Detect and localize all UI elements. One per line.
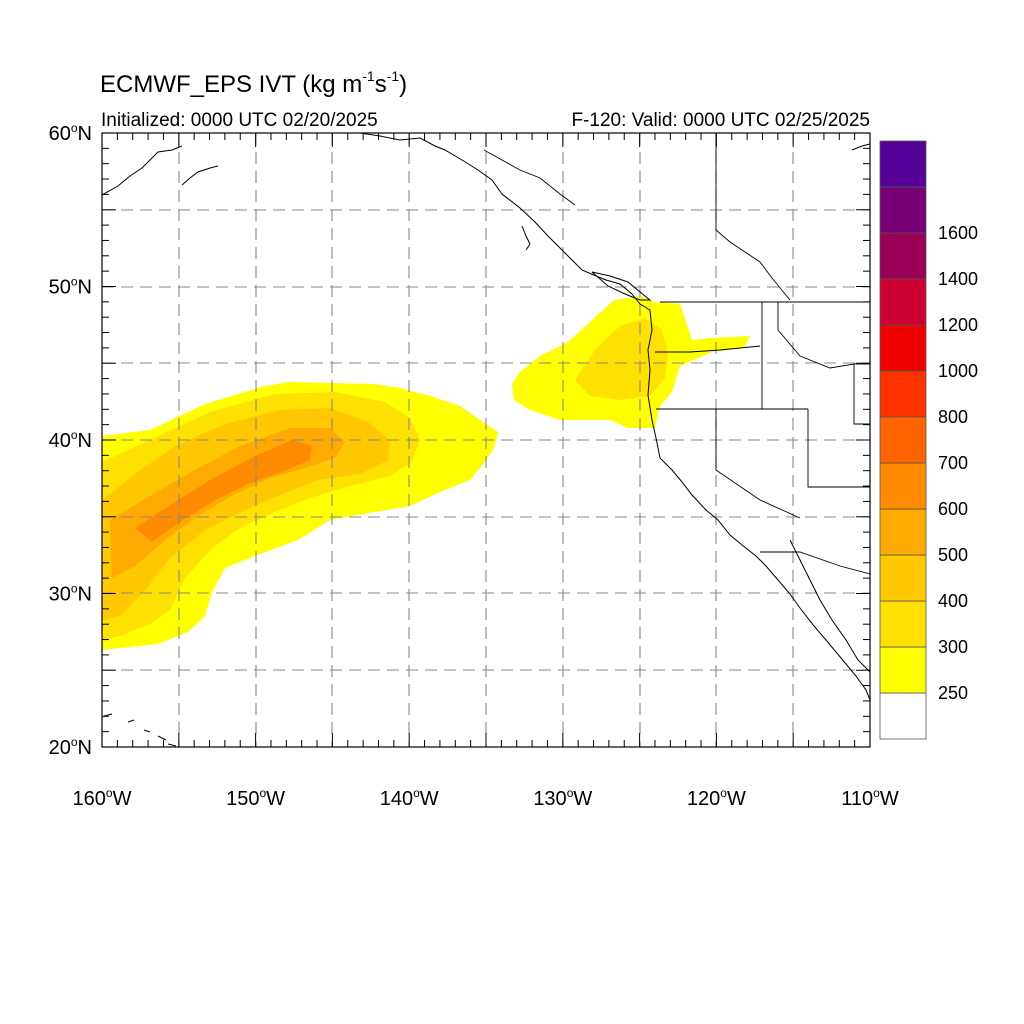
wa-or-border [655, 345, 761, 353]
nevada-border [715, 409, 801, 519]
lon-label-150: 150oW [226, 786, 285, 810]
ivt-plume-pacific [102, 382, 498, 650]
colorbar-swatch [879, 692, 927, 740]
lon-label-140: 140oW [380, 786, 439, 810]
colorbar-label-400: 400 [938, 591, 968, 611]
alaska-islands [181, 165, 219, 186]
coastlines [102, 133, 870, 747]
lon-label-120: 120oW [687, 786, 746, 810]
alaska-coast [102, 145, 183, 196]
colorbar-swatch [879, 646, 927, 694]
colorbar-swatch [879, 508, 927, 556]
lon-label-160: 160oW [73, 786, 132, 810]
colorbar-label-1000: 1000 [938, 361, 978, 381]
colorbar-swatch [879, 600, 927, 648]
colorbar: 250 300 400 500 600 700 800 1000 1200 1400 1600 [879, 140, 978, 740]
colorbar-swatch [879, 370, 927, 418]
colorbar-swatch [879, 278, 927, 326]
utah-border [807, 409, 870, 488]
colorbar-label-300: 300 [938, 637, 968, 657]
latitude-labels: 60oN 50oN 40oN 30oN 20oN [49, 121, 92, 759]
mexico-border [760, 551, 870, 575]
initialized-time: Initialized: 0000 UTC 02/20/2025 [101, 110, 378, 131]
colorbar-label-1200: 1200 [938, 315, 978, 335]
ivt-plume-coastal [512, 296, 750, 428]
colorbar-swatch [879, 140, 927, 188]
valid-time: F-120: Valid: 0000 UTC 02/25/2025 [571, 110, 870, 131]
colorbar-label-1600: 1600 [938, 223, 978, 243]
lon-label-130: 130oW [533, 786, 592, 810]
colorbar-swatch [879, 462, 927, 510]
colorbar-label-250: 250 [938, 683, 968, 703]
alaska-canada-border [483, 149, 576, 206]
colorbar-label-600: 600 [938, 499, 968, 519]
graticule [102, 133, 870, 747]
map-title: ECMWF_EPS IVT (kg m-1s-1) [100, 68, 408, 98]
lat-label-50: 50oN [49, 275, 92, 299]
northern-coast [851, 143, 870, 151]
colorbar-swatch [879, 324, 927, 372]
haida-gwaii [521, 225, 531, 251]
lat-label-40: 40oN [49, 428, 92, 452]
colorbar-swatch [879, 416, 927, 464]
longitude-labels: 160oW 150oW 140oW 130oW 120oW 110oW [73, 786, 899, 810]
lat-label-30: 30oN [49, 582, 92, 606]
colorbar-label-700: 700 [938, 453, 968, 473]
lon-label-110: 110oW [841, 786, 899, 810]
political-borders [483, 133, 870, 575]
bc-alberta-border [715, 133, 791, 301]
colorbar-swatch [879, 186, 927, 234]
baja-coast [789, 539, 870, 673]
gulf-of-alaska-coast [359, 133, 870, 701]
tick-marks [101, 132, 871, 748]
colorbar-swatch [879, 554, 927, 602]
montana-border [777, 302, 870, 425]
hawaii-islands [103, 713, 177, 747]
colorbar-label-800: 800 [938, 407, 968, 427]
lat-label-20: 20oN [49, 735, 92, 759]
colorbar-label-500: 500 [938, 545, 968, 565]
lat-label-60: 60oN [49, 121, 92, 145]
colorbar-label-1400: 1400 [938, 269, 978, 289]
vancouver-island [591, 271, 652, 301]
colorbar-swatch [879, 232, 927, 280]
ivt-fill-300-coastal [575, 318, 668, 400]
